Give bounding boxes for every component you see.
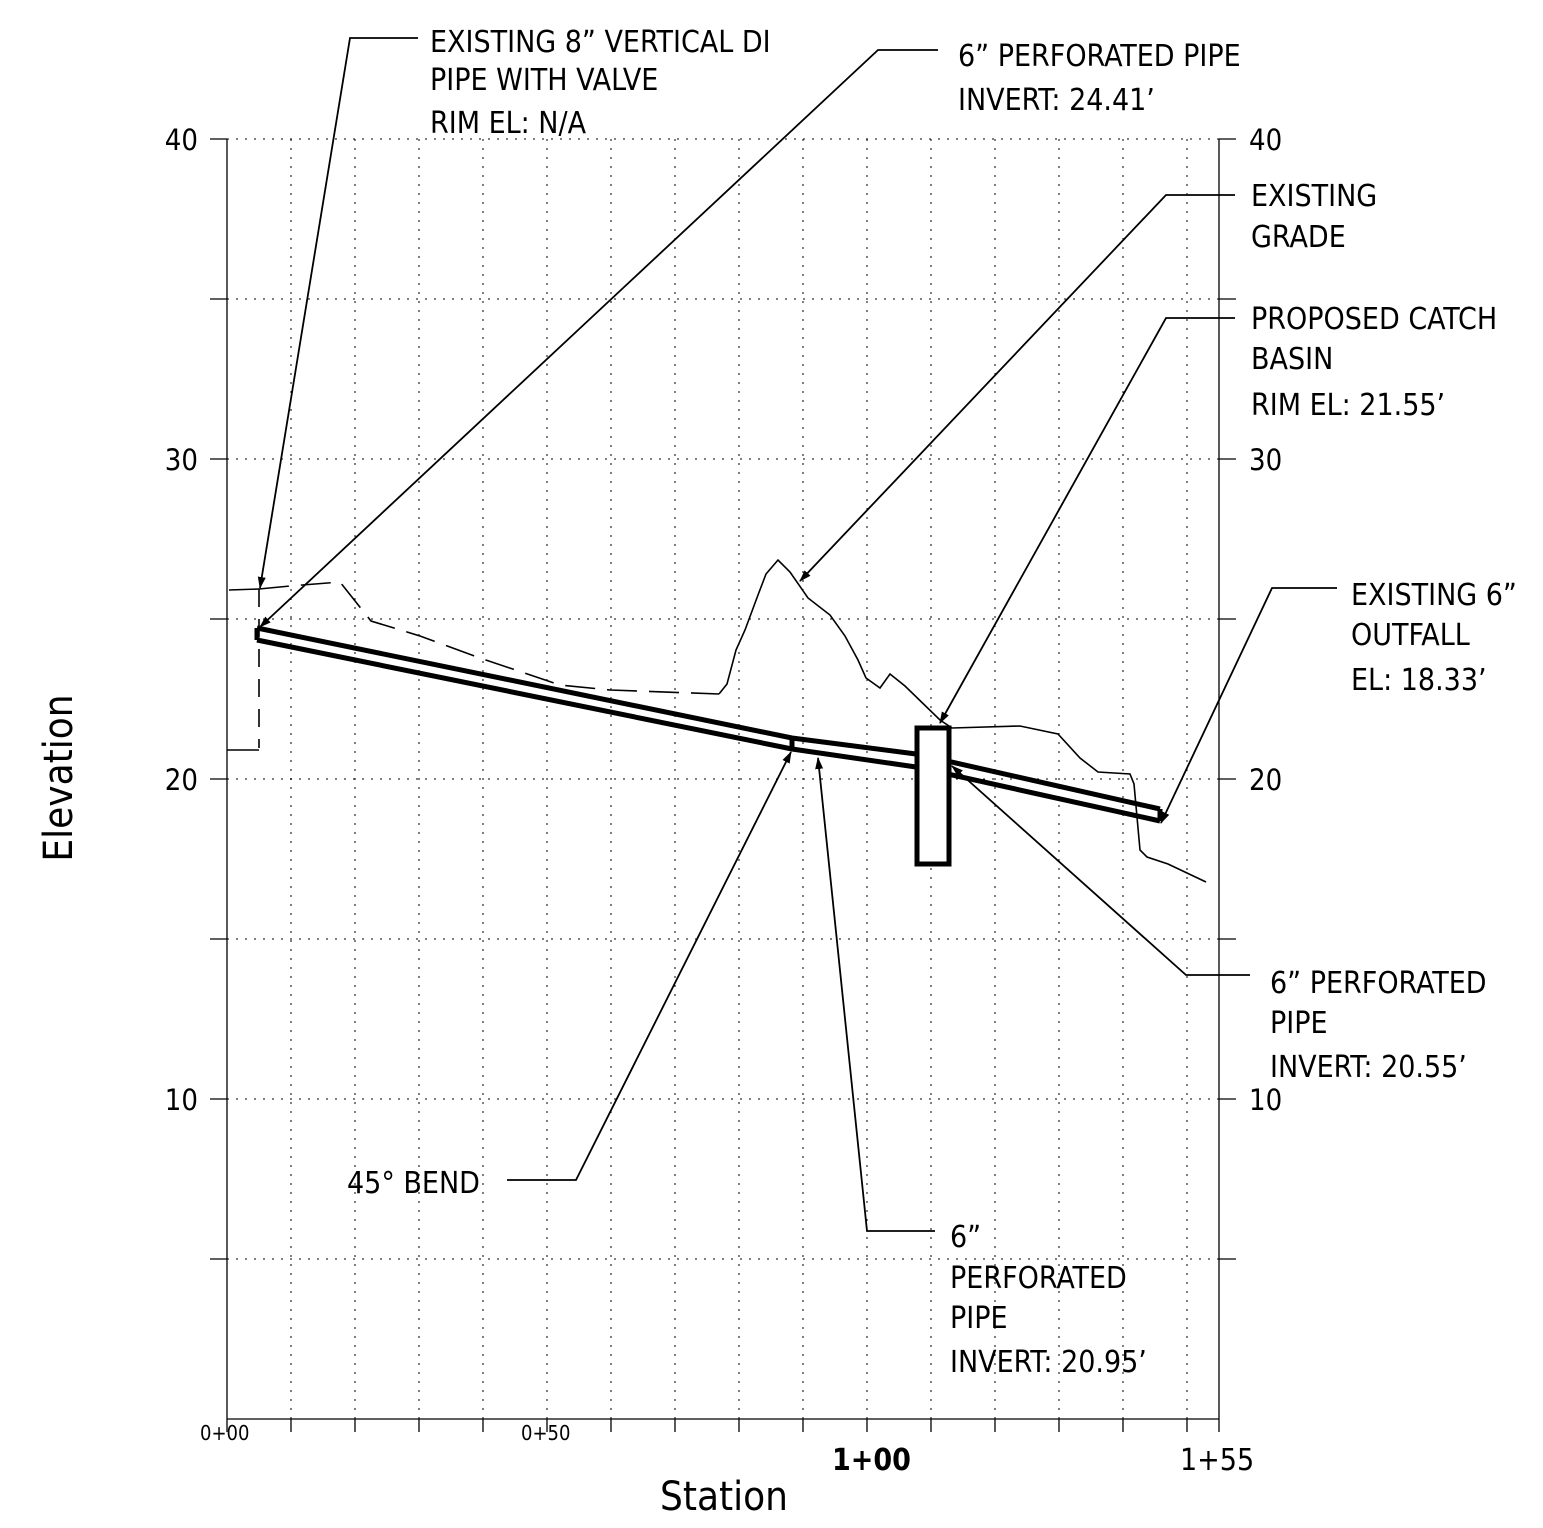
x-axis-title: Station bbox=[660, 1474, 788, 1520]
leader-perforated-right bbox=[951, 765, 1250, 976]
callout-existing-grade: EXISTING GRADE bbox=[1251, 179, 1377, 255]
callout-line: 45° BEND bbox=[347, 1166, 480, 1201]
callout-line: 6” bbox=[950, 1220, 981, 1255]
callout-line: PROPOSED CATCH bbox=[1251, 302, 1497, 337]
callout-line: INVERT: 24.41’ bbox=[958, 83, 1155, 118]
y-axis-right-ticks: 40 30 20 10 bbox=[1249, 123, 1282, 1117]
y-tick-right-10: 10 bbox=[1249, 1083, 1282, 1117]
y-tick-left-10: 10 bbox=[165, 1083, 198, 1117]
leader-lines bbox=[257, 37, 1337, 1232]
callout-line: PIPE bbox=[950, 1301, 1008, 1336]
y-tick-left-20: 20 bbox=[165, 763, 198, 797]
callout-perforated-pipe-right: 6” PERFORATED PIPE INVERT: 20.55’ bbox=[1270, 966, 1487, 1085]
pipe-bottom-line bbox=[256, 637, 1161, 824]
catch-basin-structure bbox=[914, 725, 952, 867]
callout-line: 6” PERFORATED bbox=[1270, 966, 1487, 1001]
station-tick-0+50: 0+50 bbox=[521, 1421, 570, 1445]
y-tick-right-40: 40 bbox=[1249, 123, 1282, 157]
callout-line: INVERT: 20.55’ bbox=[1270, 1050, 1467, 1085]
callout-line: 6” PERFORATED PIPE bbox=[958, 39, 1241, 74]
station-ticks: 0+00 0+50 1+00 1+55 bbox=[200, 1421, 1254, 1478]
callout-perforated-pipe-top: 6” PERFORATED PIPE INVERT: 24.41’ bbox=[958, 39, 1241, 118]
y-tick-right-20: 20 bbox=[1249, 763, 1282, 797]
leader-perforated-bottom bbox=[815, 757, 935, 1232]
callout-line: PERFORATED bbox=[950, 1261, 1127, 1296]
callout-perforated-pipe-bottom: 6” PERFORATED PIPE INVERT: 20.95’ bbox=[950, 1220, 1147, 1380]
callout-line: RIM EL: 21.55’ bbox=[1251, 388, 1445, 423]
callout-line: RIM EL: N/A bbox=[430, 106, 587, 141]
pipe-top-line bbox=[256, 625, 1161, 812]
leader-vertical-di bbox=[257, 37, 418, 589]
plot-frame bbox=[210, 138, 1236, 1432]
station-tick-1+00: 1+00 bbox=[832, 1443, 911, 1478]
y-axis-left-ticks: 40 30 20 10 bbox=[165, 123, 198, 1117]
callout-line: EXISTING 6” bbox=[1351, 578, 1517, 613]
callout-line: BASIN bbox=[1251, 342, 1333, 377]
leader-bend bbox=[507, 751, 792, 1181]
proposed-pipe bbox=[254, 625, 1163, 824]
y-tick-left-40: 40 bbox=[165, 123, 198, 157]
station-tick-0+00: 0+00 bbox=[200, 1421, 249, 1445]
callout-line: PIPE bbox=[1270, 1006, 1328, 1041]
callout-line: EXISTING 8” VERTICAL DI bbox=[430, 25, 771, 60]
callout-line: EL: 18.33’ bbox=[1351, 663, 1487, 698]
existing-grade-profile bbox=[227, 558, 1207, 883]
callout-bend: 45° BEND bbox=[347, 1166, 480, 1201]
callout-catch-basin: PROPOSED CATCH BASIN RIM EL: 21.55’ bbox=[1251, 302, 1497, 423]
leader-perforated-top bbox=[259, 49, 938, 628]
callout-line: INVERT: 20.95’ bbox=[950, 1345, 1147, 1380]
callout-line: PIPE WITH VALVE bbox=[430, 63, 658, 98]
callout-line: GRADE bbox=[1251, 220, 1346, 255]
callout-outfall: EXISTING 6” OUTFALL EL: 18.33’ bbox=[1351, 578, 1517, 698]
leader-outfall bbox=[1160, 587, 1337, 824]
station-tick-1+55: 1+55 bbox=[1180, 1443, 1254, 1478]
callout-vertical-di-pipe: EXISTING 8” VERTICAL DI PIPE WITH VALVE … bbox=[430, 25, 771, 141]
y-tick-right-30: 30 bbox=[1249, 443, 1282, 477]
leader-catch-basin bbox=[939, 317, 1235, 724]
y-axis-title: Elevation bbox=[36, 694, 82, 861]
grid bbox=[227, 138, 1219, 1419]
y-tick-left-30: 30 bbox=[165, 443, 198, 477]
leader-existing-grade bbox=[799, 194, 1235, 582]
callout-line: OUTFALL bbox=[1351, 618, 1470, 653]
callout-line: EXISTING bbox=[1251, 179, 1377, 214]
